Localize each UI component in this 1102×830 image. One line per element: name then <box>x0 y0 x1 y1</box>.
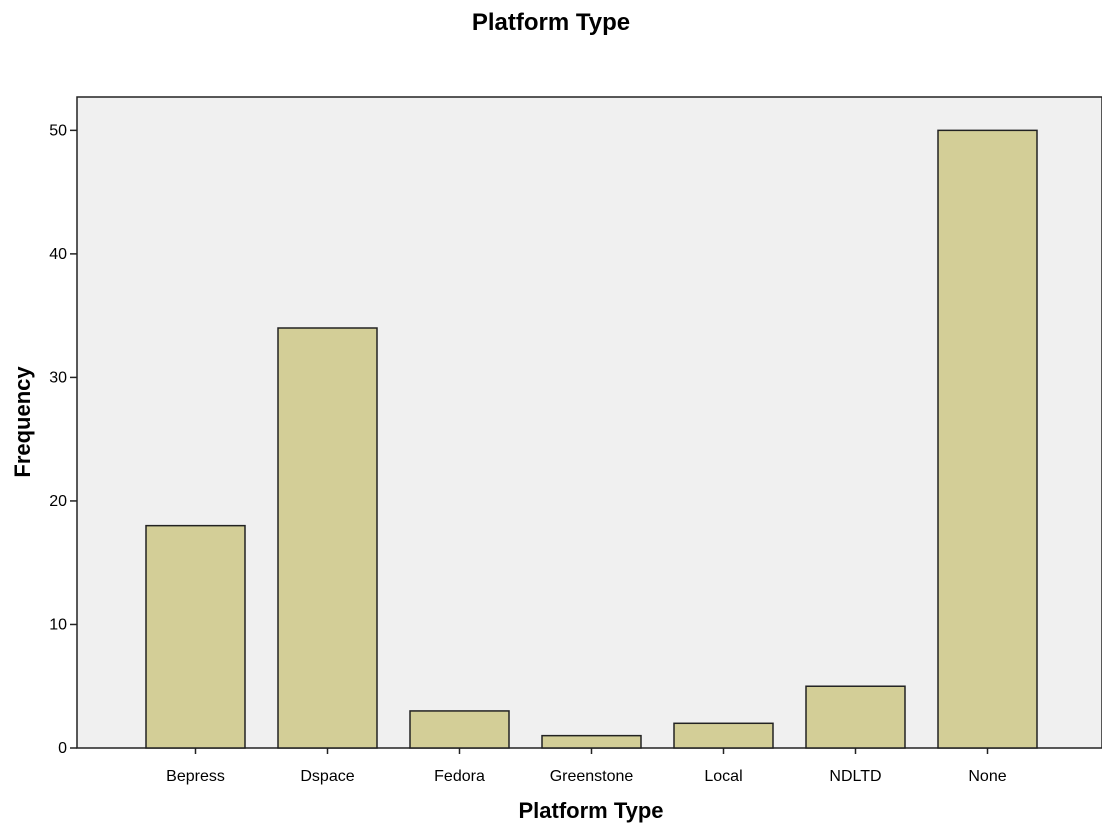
chart-title: Platform Type <box>472 9 630 36</box>
x-axis: Bepress Dspace Fedora Greenstone Local NDLTD N… <box>166 748 1007 785</box>
x-tick-label: Local <box>704 768 742 785</box>
bar-ndltd <box>805 685 906 749</box>
x-tick-label: Dspace <box>300 768 354 785</box>
plot-area <box>76 96 1102 749</box>
x-tick-label: NDLTD <box>829 768 881 785</box>
x-tick-label: None <box>968 768 1006 785</box>
x-tick-label: Bepress <box>166 768 225 785</box>
bar-fedora <box>409 710 510 749</box>
y-tick-label: 30 <box>49 369 67 386</box>
y-axis: 0 10 20 30 40 50 <box>49 122 77 757</box>
x-tick-label: Fedora <box>434 768 485 785</box>
y-tick-label: 40 <box>49 246 67 263</box>
bar-greenstone <box>541 734 642 749</box>
x-tick-label: Greenstone <box>550 768 634 785</box>
y-tick-label: 10 <box>49 616 67 633</box>
bar-local <box>673 722 774 749</box>
bar-none <box>937 129 1038 749</box>
bar-dspace <box>277 327 378 749</box>
y-tick-label: 50 <box>49 122 67 139</box>
y-axis-label: Frequency <box>10 366 35 478</box>
y-tick-label: 0 <box>58 740 67 757</box>
x-axis-label: Platform Type <box>518 798 663 823</box>
y-tick-label: 20 <box>49 493 67 510</box>
bar-bepress <box>145 524 246 749</box>
